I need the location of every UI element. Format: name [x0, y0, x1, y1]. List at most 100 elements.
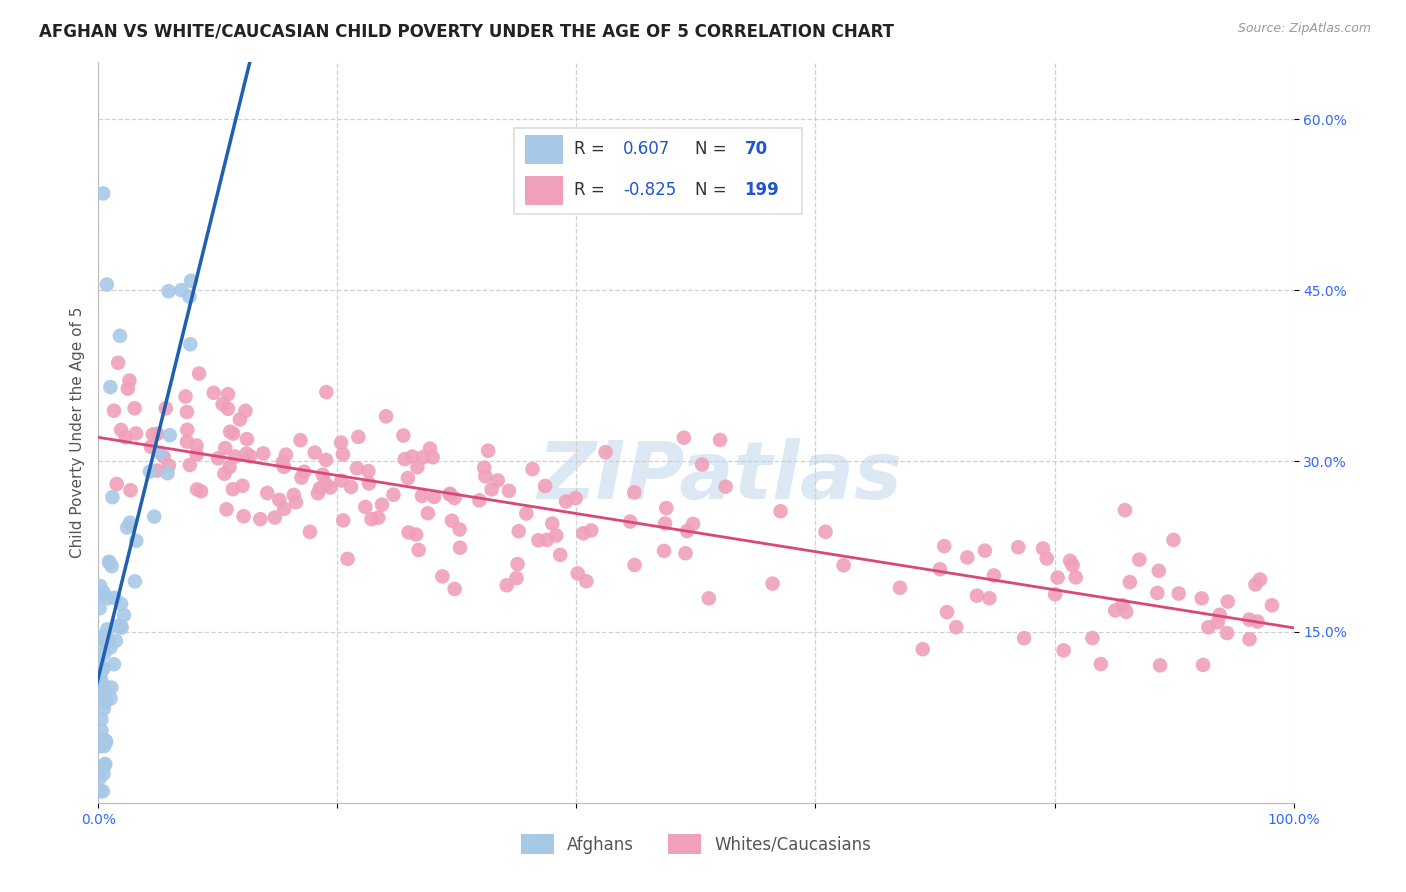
Point [235, 404, 257, 418]
Point [249, 512, 271, 526]
Point [682, 516, 704, 531]
Point [398, 525, 420, 540]
Point [90, 672, 112, 686]
Point [1119, 575, 1142, 590]
Point [966, 589, 988, 603]
Point [91, 784, 114, 798]
Point [211, 397, 233, 411]
Point [190, 484, 212, 499]
Point [98, 380, 122, 394]
Point [103, 403, 125, 417]
Text: 0.607: 0.607 [623, 140, 671, 158]
Point [97, 634, 120, 648]
Point [217, 387, 239, 401]
Point [90, 723, 112, 738]
Point [1043, 587, 1066, 601]
Point [522, 462, 544, 476]
Point [412, 450, 434, 465]
Point [1261, 599, 1284, 613]
Text: R =: R = [574, 140, 610, 158]
Point [449, 523, 471, 537]
Point [219, 425, 242, 439]
Point [110, 423, 132, 437]
Point [423, 490, 446, 504]
Point [375, 409, 398, 424]
Point [269, 492, 291, 507]
Point [408, 543, 430, 558]
Point [340, 480, 363, 494]
Point [623, 485, 645, 500]
Point [1114, 503, 1136, 517]
Point [110, 620, 132, 634]
Point [546, 528, 568, 542]
Point [422, 450, 444, 465]
Point [1216, 626, 1239, 640]
Point [515, 507, 537, 521]
Point [118, 374, 141, 388]
Point [100, 640, 122, 655]
Point [91, 732, 114, 747]
Point [401, 450, 423, 464]
Point [125, 533, 148, 548]
Point [1163, 533, 1185, 547]
Point [93, 633, 115, 648]
Point [96, 277, 118, 292]
Point [94, 695, 117, 709]
Point [235, 447, 257, 461]
Point [360, 512, 382, 526]
Point [1146, 586, 1168, 600]
Point [536, 533, 558, 547]
Point [104, 633, 127, 648]
Point [1149, 658, 1171, 673]
FancyBboxPatch shape [513, 128, 803, 213]
Point [709, 433, 731, 447]
Point [96, 623, 118, 637]
Point [506, 557, 529, 571]
Point [159, 428, 181, 442]
Point [118, 516, 141, 530]
Point [179, 290, 201, 304]
Point [1115, 605, 1137, 619]
Point [94, 756, 117, 771]
Point [419, 442, 441, 456]
Point [769, 504, 792, 518]
Point [174, 390, 197, 404]
Point [283, 488, 305, 502]
Point [89, 784, 111, 798]
Point [474, 469, 496, 483]
Point [564, 491, 586, 506]
Point [567, 566, 589, 581]
Point [170, 283, 193, 297]
Point [104, 591, 127, 605]
Point [218, 460, 240, 475]
Point [89, 772, 111, 786]
Point [315, 453, 337, 467]
Text: AFGHAN VS WHITE/CAUCASIAN CHILD POVERTY UNDER THE AGE OF 5 CORRELATION CHART: AFGHAN VS WHITE/CAUCASIAN CHILD POVERTY … [39, 22, 894, 40]
Point [1081, 631, 1104, 645]
Point [1216, 594, 1239, 608]
Point [124, 401, 146, 416]
Point [120, 483, 142, 498]
Point [94, 631, 117, 645]
Point [371, 498, 394, 512]
Point [1104, 603, 1126, 617]
Legend: Afghans, Whites/Caucasians: Afghans, Whites/Caucasians [515, 828, 877, 861]
Point [110, 621, 132, 635]
Point [508, 524, 530, 539]
Point [468, 493, 491, 508]
Point [498, 483, 520, 498]
Point [312, 467, 335, 482]
Point [149, 446, 172, 460]
Text: R =: R = [574, 181, 610, 199]
Point [156, 467, 179, 481]
Point [623, 558, 645, 572]
Point [236, 432, 259, 446]
Point [139, 440, 162, 454]
Point [176, 405, 198, 419]
Point [157, 284, 180, 298]
Point [1053, 643, 1076, 657]
Point [94, 635, 117, 649]
Point [214, 467, 236, 481]
Point [91, 630, 114, 644]
Point [1244, 577, 1267, 591]
